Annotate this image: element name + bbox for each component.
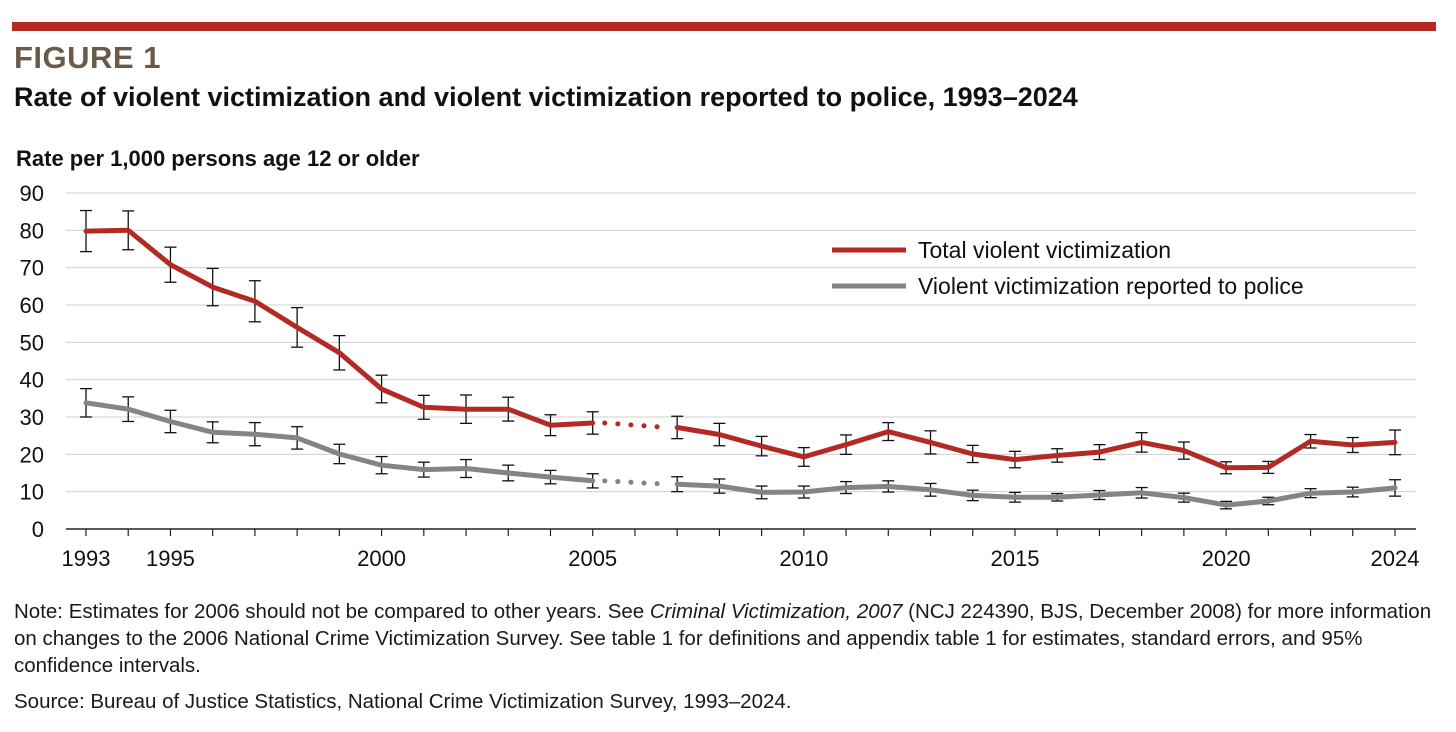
top-rule (12, 22, 1436, 31)
y-tick-label: 10 (20, 480, 44, 505)
chart-source: Source: Bureau of Justice Statistics, Na… (14, 690, 792, 713)
y-axis-label: Rate per 1,000 persons age 12 or older (16, 146, 420, 171)
y-tick-label: 70 (20, 256, 44, 281)
series-2 (80, 387, 1401, 510)
y-tick-label: 30 (20, 405, 44, 430)
x-tick-label: 2020 (1202, 546, 1251, 571)
line-chart: Rate per 1,000 persons age 12 or older 0… (16, 146, 1420, 571)
y-tick-label: 20 (20, 442, 44, 467)
x-tick-label: 2024 (1371, 546, 1420, 571)
series-1 (80, 209, 1401, 475)
y-tick-label: 0 (32, 517, 44, 542)
note-text-cont: (NCJ 224390, BJS, December 2008) for mor… (14, 600, 1432, 677)
x-tick-label: 1995 (146, 546, 195, 571)
x-tick-labels: 1993 1995 2000 2005 2010 2015 2020 2024 (62, 529, 1420, 571)
figure-title: Rate of violent victimization and violen… (14, 82, 1078, 112)
series-layer (80, 209, 1401, 510)
series-line (83, 227, 596, 428)
legend: Total violent victimization Violent victi… (832, 237, 1304, 299)
y-tick-labels: 0 10 20 30 40 50 60 70 80 90 (20, 181, 44, 542)
figure-label: FIGURE 1 (14, 40, 161, 75)
y-tick-label: 40 (20, 368, 44, 393)
legend-label: Violent victimization reported to police (918, 273, 1304, 299)
y-tick-label: 90 (20, 181, 44, 206)
x-tick-label: 2010 (779, 546, 828, 571)
x-tick-label: 1993 (62, 546, 111, 571)
chart-note: Note: Estimates for 2006 should not be c… (14, 598, 1434, 679)
series-break-dots (602, 478, 670, 487)
x-tick-label: 2000 (357, 546, 406, 571)
series-line (83, 400, 596, 484)
note-text: Note: Estimates for 2006 should not be c… (14, 600, 650, 623)
series-line (674, 481, 1398, 508)
series-line (674, 425, 1398, 471)
legend-label: Total violent victimization (918, 237, 1171, 263)
y-tick-label: 80 (20, 218, 44, 243)
series-break-dots (602, 420, 670, 430)
y-tick-label: 50 (20, 330, 44, 355)
y-tick-label: 60 (20, 293, 44, 318)
x-tick-label: 2015 (990, 546, 1039, 571)
x-tick-label: 2005 (568, 546, 617, 571)
note-citation: Criminal Victimization, 2007 (649, 600, 903, 623)
gridlines (66, 192, 1416, 530)
